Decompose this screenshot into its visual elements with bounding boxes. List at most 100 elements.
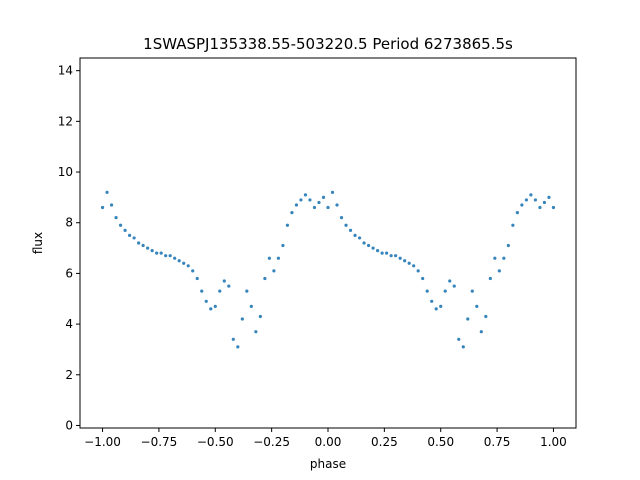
data-point bbox=[520, 203, 524, 207]
data-point bbox=[159, 251, 163, 255]
y-tick-label: 4 bbox=[65, 317, 73, 331]
data-point bbox=[182, 261, 186, 265]
data-point bbox=[236, 345, 240, 349]
data-point bbox=[371, 246, 375, 250]
x-tick-label: −1.00 bbox=[84, 435, 121, 449]
data-point bbox=[118, 223, 123, 227]
y-tick-label: 12 bbox=[58, 114, 73, 128]
data-point bbox=[222, 279, 226, 283]
data-point bbox=[290, 210, 294, 215]
data-point bbox=[209, 307, 213, 311]
data-point bbox=[488, 276, 492, 281]
data-point bbox=[344, 223, 348, 227]
data-point bbox=[407, 261, 411, 265]
data-point bbox=[200, 289, 204, 293]
data-point bbox=[335, 203, 339, 207]
data-point bbox=[511, 223, 515, 227]
data-point bbox=[443, 289, 447, 293]
data-point bbox=[218, 289, 222, 293]
data-point bbox=[321, 195, 326, 199]
y-tick-label: 8 bbox=[65, 216, 73, 230]
scatter-points bbox=[100, 190, 556, 349]
data-point bbox=[191, 269, 195, 273]
data-point bbox=[231, 337, 235, 341]
y-tick-label: 0 bbox=[65, 418, 73, 432]
data-point bbox=[105, 190, 109, 194]
data-point bbox=[538, 205, 542, 210]
x-tick-label: 1.00 bbox=[540, 435, 567, 449]
data-point bbox=[547, 195, 551, 199]
data-point bbox=[137, 241, 141, 245]
data-point bbox=[168, 254, 172, 258]
data-point bbox=[128, 233, 132, 237]
data-point bbox=[376, 249, 380, 253]
data-point bbox=[475, 304, 479, 308]
data-point bbox=[448, 279, 452, 283]
data-point bbox=[430, 299, 434, 303]
data-point bbox=[506, 243, 510, 248]
data-point bbox=[258, 314, 262, 319]
data-point bbox=[204, 299, 208, 303]
y-tick-label: 6 bbox=[65, 266, 73, 280]
data-point bbox=[303, 193, 308, 197]
plot-frame bbox=[79, 57, 577, 429]
data-point bbox=[439, 304, 443, 308]
data-point bbox=[457, 337, 461, 341]
data-point bbox=[353, 233, 357, 237]
data-point bbox=[146, 246, 150, 250]
data-point bbox=[466, 317, 470, 321]
data-point bbox=[542, 200, 547, 205]
data-point bbox=[434, 307, 438, 311]
data-point bbox=[330, 190, 335, 194]
data-point bbox=[150, 249, 154, 253]
data-point bbox=[533, 198, 538, 202]
data-point bbox=[155, 251, 159, 255]
data-point bbox=[452, 284, 456, 288]
data-point bbox=[380, 251, 384, 255]
data-point bbox=[385, 251, 389, 255]
data-point bbox=[109, 203, 114, 207]
data-point bbox=[249, 304, 253, 308]
data-point bbox=[267, 256, 271, 260]
data-point bbox=[285, 223, 290, 227]
data-point bbox=[141, 243, 145, 248]
data-point bbox=[213, 304, 217, 308]
data-point bbox=[529, 193, 533, 197]
data-point bbox=[362, 241, 366, 245]
data-point bbox=[114, 216, 118, 220]
x-tick-label: 0.50 bbox=[427, 435, 454, 449]
data-point bbox=[493, 256, 497, 260]
plot-area bbox=[80, 58, 576, 428]
data-point bbox=[173, 256, 177, 260]
data-point bbox=[461, 345, 465, 349]
y-axis-label: flux bbox=[31, 232, 45, 254]
data-point bbox=[164, 254, 168, 258]
data-point bbox=[551, 205, 556, 210]
data-point bbox=[254, 330, 258, 334]
data-point bbox=[294, 203, 299, 207]
y-tick-label: 14 bbox=[58, 64, 73, 78]
data-point bbox=[240, 317, 244, 321]
data-point bbox=[484, 314, 488, 319]
data-point bbox=[421, 276, 425, 281]
data-point bbox=[281, 243, 285, 248]
data-point bbox=[389, 254, 393, 258]
data-point bbox=[132, 236, 136, 240]
data-point bbox=[416, 269, 420, 273]
data-point bbox=[470, 289, 474, 293]
data-point bbox=[123, 228, 127, 232]
data-point bbox=[425, 289, 429, 293]
data-point bbox=[524, 198, 529, 202]
data-point bbox=[276, 256, 280, 260]
data-point bbox=[308, 198, 312, 202]
data-point bbox=[177, 259, 181, 263]
data-point bbox=[479, 330, 483, 334]
data-point bbox=[497, 269, 501, 273]
data-point bbox=[299, 198, 303, 202]
x-tick-label: 0.75 bbox=[484, 435, 511, 449]
y-axis-ticks: 0 2 4 6 8 10 12 14 bbox=[58, 64, 80, 432]
x-tick-label: −0.75 bbox=[141, 435, 178, 449]
data-point bbox=[357, 236, 362, 240]
data-point bbox=[398, 256, 402, 260]
data-point bbox=[100, 205, 105, 210]
